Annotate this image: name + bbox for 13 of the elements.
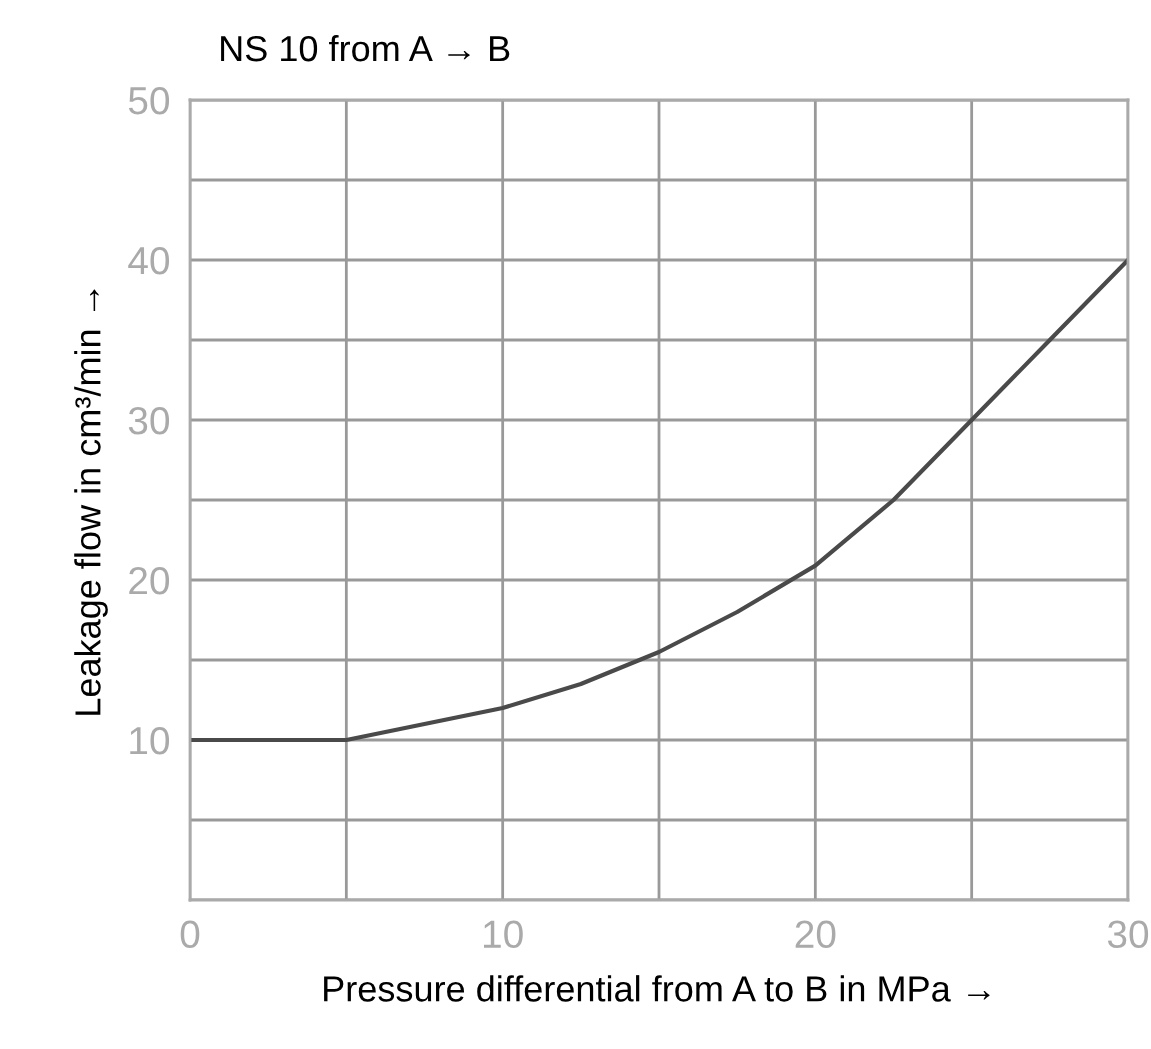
x-tick-label: 20	[795, 920, 836, 949]
y-tick-label: 10	[130, 726, 170, 755]
y-tick-label: 40	[128, 246, 170, 275]
line-series	[190, 257, 1128, 743]
y-tick-label: 20	[129, 566, 170, 595]
y-tick-label: 30	[128, 406, 170, 435]
x-tick-label: 0	[180, 920, 200, 949]
y-tick-label: 50	[128, 86, 170, 115]
x-tick-label: 30	[1107, 920, 1149, 949]
x-axis-title: Pressure differential from A to B in MPa →	[324, 975, 990, 1002]
chart-title: NS 10 from A → B	[221, 34, 510, 62]
x-tick-label: 10	[484, 920, 523, 949]
y-axis-title: Leakage flow in cm³/min →	[74, 289, 108, 715]
